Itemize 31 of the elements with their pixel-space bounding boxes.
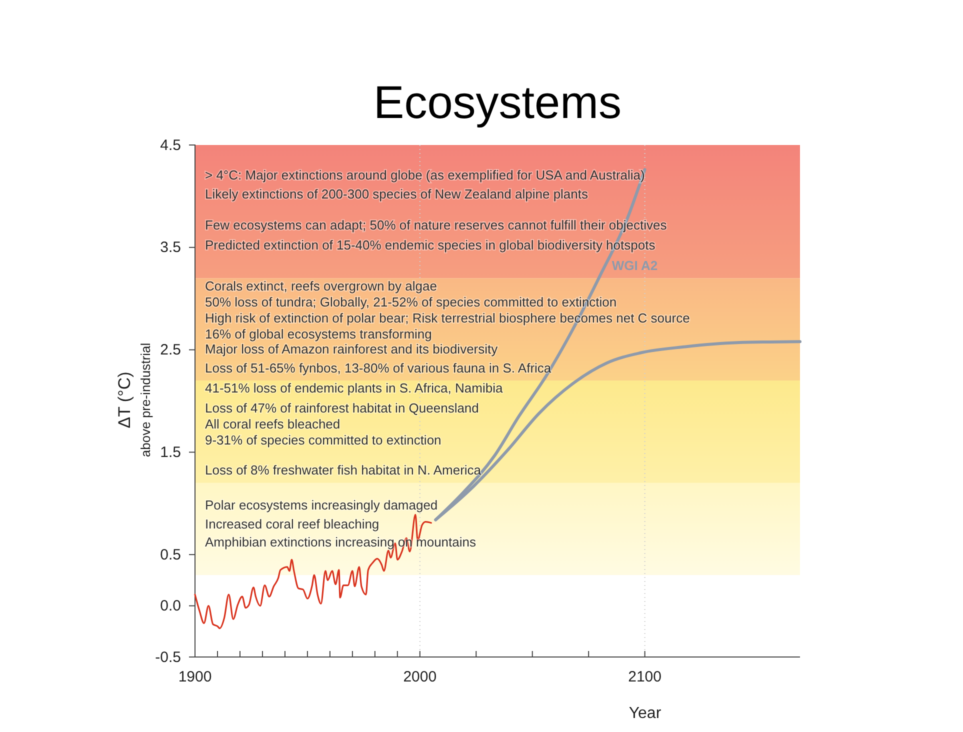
- y-tick-label: 4.5: [160, 136, 181, 154]
- annotation: > 4°C: Major extinctions around globe (as exemplified for USA and Australia): [205, 168, 645, 183]
- y-tick-label: 0.0: [160, 598, 181, 615]
- annotation: Major loss of Amazon rainforest and its biodiversity: [205, 342, 498, 357]
- y-tick-label: 2.5: [160, 342, 181, 359]
- annotation: Polar ecosystems increasingly damaged: [205, 498, 438, 513]
- series-label: WGI A2: [612, 258, 658, 274]
- y-tick-label: -0.5: [155, 648, 181, 666]
- chart-title: Ecosystems: [374, 76, 622, 128]
- annotation: Loss of 51-65% fynbos, 13-80% of various fauna in S. Africa: [205, 360, 552, 376]
- x-axis-title: Year: [628, 705, 662, 722]
- annotation: All coral reefs bleached: [205, 416, 340, 432]
- annotation: Few ecosystems can adapt; 50% of nature reserves cannot fulfill their objectives: [205, 218, 668, 233]
- annotation: Predicted extinction of 15-40% endemic species in global biodiversity hotspots: [205, 238, 656, 253]
- annotation: Increased coral reef bleaching: [205, 516, 380, 532]
- x-tick-label: 1900: [178, 668, 212, 686]
- annotation: Corals extinct, reefs overgrown by algae: [205, 278, 437, 294]
- annotation: 9-31% of species committed to extinction: [205, 432, 442, 448]
- y-tick-label: 3.5: [160, 239, 181, 256]
- annotation: 41-51% loss of endemic plants in S. Africa, Namibia: [205, 380, 504, 396]
- annotation: 50% loss of tundra; Globally, 21-52% of species committed to extinction: [205, 294, 617, 310]
- annotation: Likely extinctions of 200-300 species of New Zealand alpine plants: [205, 186, 589, 202]
- x-tick-label: 2100: [628, 668, 662, 686]
- x-tick-label: 2000: [403, 668, 437, 686]
- y-axis-title: ΔT (°C) above pre-industrial: [115, 342, 153, 458]
- annotation: High risk of extinction of polar bear; Risk terrestrial biosphere becomes net C source: [205, 310, 690, 326]
- annotation: 16% of global ecosystems transforming: [205, 326, 432, 342]
- y-tick-label: 0.5: [160, 546, 181, 564]
- annotation: Loss of 8% freshwater fish habitat in N. America: [205, 462, 482, 478]
- annotation: Loss of 47% of rainforest habitat in Queensland: [205, 400, 479, 416]
- y-tick-label: 1.5: [160, 444, 181, 461]
